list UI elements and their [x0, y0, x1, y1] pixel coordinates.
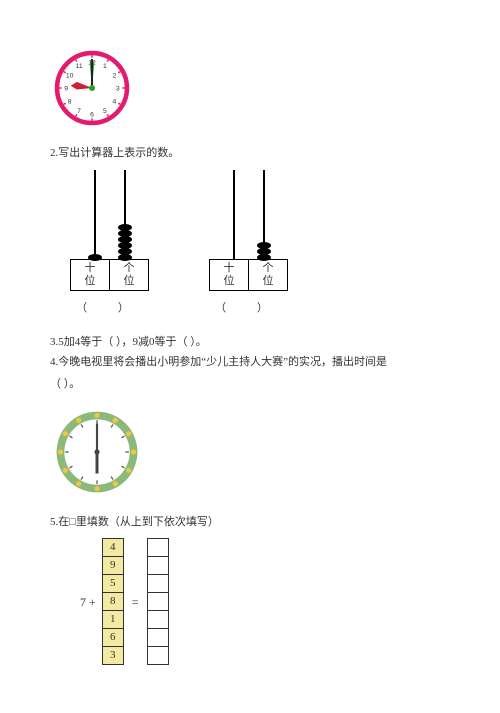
q4-line1: 4.今晚电视里将会播出小明参加“少儿主持人大赛”的实况，播出时间是	[50, 353, 450, 369]
abacus-base: 十位个位	[70, 259, 149, 291]
equals-sign: =	[132, 595, 139, 610]
question-3: 3.5加4等于（ ），9减0等于（ ）。	[50, 333, 450, 349]
abacus-row: 十位个位（ ）十位个位（ ）	[70, 170, 450, 315]
svg-text:7: 7	[77, 108, 81, 115]
abacus-bead	[88, 254, 102, 261]
q5-left-column: 4958163	[102, 539, 124, 665]
answer-paren: （ ）	[76, 299, 143, 315]
svg-text:3: 3	[116, 86, 120, 93]
number-cell: 4	[102, 538, 124, 557]
abacus-label: 个位	[110, 260, 148, 290]
svg-text:10: 10	[66, 73, 74, 80]
q5-prefix: 7 +	[80, 595, 96, 610]
q4-line2: （ ）。	[50, 375, 450, 391]
svg-text:5: 5	[103, 108, 107, 115]
answer-paren: （ ）	[215, 299, 282, 315]
answer-cell[interactable]	[147, 574, 169, 593]
question-4: 4.今晚电视里将会播出小明参加“少儿主持人大赛”的实况，播出时间是 （ ）。	[50, 353, 450, 391]
abacus-label: 个位	[249, 260, 287, 290]
abacus-rod	[263, 170, 265, 260]
svg-text:4: 4	[112, 98, 116, 105]
number-cell: 3	[102, 646, 124, 665]
abacus-rod	[233, 170, 235, 260]
abacus: 十位个位 （ ）	[70, 170, 149, 315]
abacus-label: 十位	[210, 260, 249, 290]
abacus-rod	[94, 170, 96, 260]
q5-title: 5.在□里填数（从上到下依次填写）	[50, 513, 450, 529]
q3-text: 3.5加4等于（ ），9减0等于（ ）。	[50, 336, 207, 348]
number-cell: 1	[102, 610, 124, 629]
svg-text:2: 2	[112, 73, 116, 80]
svg-text:8: 8	[68, 98, 72, 105]
abacus-base: 十位个位	[209, 259, 288, 291]
svg-text:6: 6	[90, 111, 94, 118]
answer-cell[interactable]	[147, 592, 169, 611]
svg-text:9: 9	[64, 86, 68, 93]
abacus-bead	[118, 254, 132, 261]
q5-right-column	[147, 539, 169, 665]
number-cell: 9	[102, 556, 124, 575]
answer-cell[interactable]	[147, 556, 169, 575]
question-5: 5.在□里填数（从上到下依次填写） 7 + 4958163 =	[50, 513, 450, 665]
answer-cell[interactable]	[147, 538, 169, 557]
answer-cell[interactable]	[147, 610, 169, 629]
clock-1-svg: 121234567891011	[54, 50, 130, 126]
q5-equation: 7 + 4958163 =	[80, 539, 450, 665]
abacus: 十位个位 （ ）	[209, 170, 288, 315]
abacus-rod	[124, 170, 126, 260]
clock-figure-2	[54, 409, 450, 495]
answer-cell[interactable]	[147, 628, 169, 647]
svg-text:1: 1	[103, 63, 107, 70]
number-cell: 5	[102, 574, 124, 593]
clock-figure-1: 121234567891011	[54, 50, 450, 126]
number-cell: 6	[102, 628, 124, 647]
clock-2-svg	[54, 409, 140, 495]
question-2: 2.写出计算器上表示的数。 十位个位（ ）十位个位（ ）	[50, 144, 450, 315]
abacus-label: 十位	[71, 260, 110, 290]
answer-cell[interactable]	[147, 646, 169, 665]
q2-title: 2.写出计算器上表示的数。	[50, 144, 450, 160]
abacus-bead	[257, 254, 271, 261]
svg-text:11: 11	[76, 63, 83, 70]
number-cell: 8	[102, 592, 124, 611]
